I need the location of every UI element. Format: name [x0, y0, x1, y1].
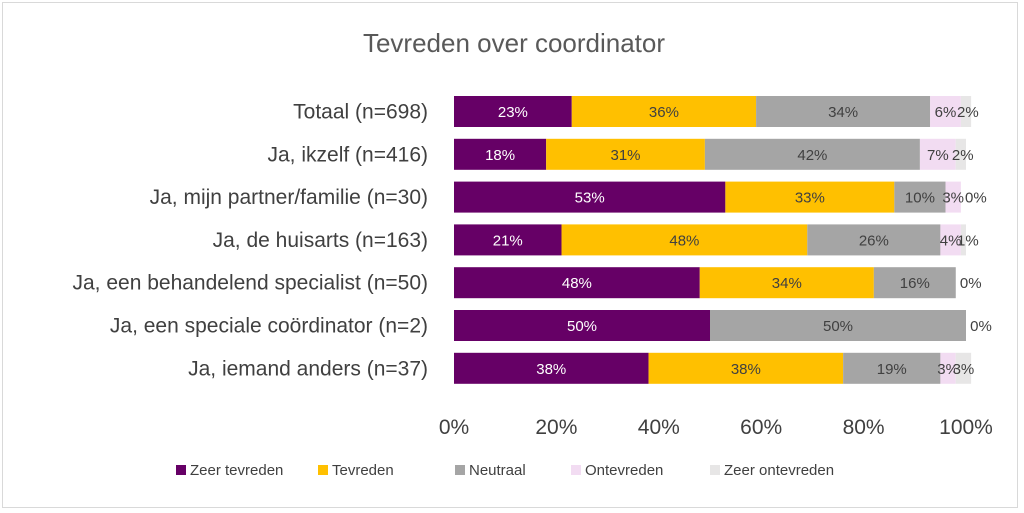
legend-label: Zeer tevreden — [190, 462, 283, 479]
legend-label: Neutraal — [469, 462, 526, 479]
data-label: 1% — [957, 232, 979, 249]
data-label: 50% — [567, 318, 597, 335]
data-label: 36% — [649, 104, 679, 121]
category-label: Ja, een speciale coördinator (n=2) — [110, 315, 428, 338]
chart-title: Tevreden over coordinator — [363, 28, 665, 58]
bar-segment — [945, 181, 961, 213]
data-label: 38% — [536, 361, 566, 378]
data-label: 0% — [965, 190, 987, 207]
data-label: 0% — [960, 275, 982, 292]
data-label: 19% — [877, 361, 907, 378]
category-label: Ja, iemand anders (n=37) — [188, 357, 428, 380]
bar-segment — [710, 310, 966, 341]
data-label: 4% — [940, 232, 962, 249]
bar-segment — [454, 224, 562, 256]
bar-segment — [955, 138, 966, 170]
category-label: Ja, een behandelend specialist (n=50) — [72, 272, 428, 295]
bar-area: 23% 36% 34% 6% 2%18% 31% 42% 7% 2%53% 33% 10% 3% 0%2… — [454, 96, 992, 384]
data-label: 21% — [493, 232, 523, 249]
legend-label: Ontevreden — [585, 462, 663, 479]
x-tick-label: 80% — [843, 416, 885, 439]
data-label: 26% — [859, 232, 889, 249]
legend-label: Tevreden — [332, 462, 394, 479]
category-labels: Totaal (n=698) Ja, ikzelf (n=416) Ja, mijn… — [72, 101, 428, 381]
data-label: 38% — [731, 361, 761, 378]
legend-swatch — [710, 465, 720, 475]
x-tick-label: 100% — [939, 416, 993, 439]
data-label: 42% — [797, 147, 827, 164]
bar-segment — [725, 181, 895, 213]
bar-segment — [807, 224, 941, 256]
data-label: 6% — [935, 104, 957, 121]
legend-item: Tevreden — [318, 462, 394, 479]
bar-segment — [894, 181, 946, 213]
data-label: 50% — [823, 318, 853, 335]
bar-segment — [454, 138, 547, 170]
data-label: 48% — [669, 232, 699, 249]
data-label: 2% — [952, 147, 974, 164]
legend-item: Zeer tevreden — [176, 462, 283, 479]
bar-segment — [843, 352, 941, 384]
legend-swatch — [455, 465, 465, 475]
legend-item: Zeer ontevreden — [710, 462, 834, 479]
data-label: 7% — [927, 147, 949, 164]
data-label: 2% — [957, 104, 979, 121]
legend-swatch — [176, 465, 186, 475]
bar-segment — [454, 267, 700, 299]
data-label: 3% — [942, 190, 964, 207]
bar-segment — [648, 352, 844, 384]
data-label: 0% — [970, 318, 992, 335]
data-label: 31% — [611, 147, 641, 164]
bar-segment — [960, 224, 966, 256]
bar-segment — [940, 352, 956, 384]
bar-segment — [571, 96, 757, 127]
legend-swatch — [318, 465, 328, 475]
data-label: 23% — [498, 104, 528, 121]
legend-label: Zeer ontevreden — [724, 462, 834, 479]
data-label: 53% — [575, 190, 605, 207]
x-tick-label: 20% — [535, 416, 577, 439]
x-tick-label: 0% — [439, 416, 469, 439]
data-label: 10% — [905, 190, 935, 207]
x-tick-label: 60% — [740, 416, 782, 439]
data-label: 3% — [937, 361, 959, 378]
bar-segment — [960, 96, 972, 127]
bar-segment — [919, 138, 956, 170]
legend-swatch — [571, 465, 581, 475]
bar-segment — [940, 224, 961, 256]
bar-segment — [561, 224, 808, 256]
legend: Zeer tevreden Tevreden Neutraal Ontevreden Z… — [176, 462, 834, 479]
x-axis-ticks: 0% 20% 40% 60% 80% 100% — [439, 416, 993, 439]
data-label: 18% — [485, 147, 515, 164]
data-label: 34% — [828, 104, 858, 121]
category-label: Ja, de huisarts (n=163) — [213, 229, 428, 252]
bar-segment — [454, 352, 649, 384]
category-label: Ja, mijn partner/familie (n=30) — [150, 186, 428, 209]
data-label: 34% — [772, 275, 802, 292]
x-tick-label: 40% — [638, 416, 680, 439]
bar-segment — [454, 310, 710, 341]
data-label: 3% — [953, 361, 975, 378]
legend-item: Ontevreden — [571, 462, 663, 479]
data-label: 33% — [795, 190, 825, 207]
category-label: Ja, ikzelf (n=416) — [268, 143, 429, 166]
bar-segment — [756, 96, 931, 127]
bar-segment — [930, 96, 961, 127]
bar-segment — [454, 181, 726, 213]
legend-item: Neutraal — [455, 462, 526, 479]
bar-segment — [699, 267, 874, 299]
bar-segment — [704, 138, 920, 170]
data-label: 48% — [562, 275, 592, 292]
data-label: 16% — [900, 275, 930, 292]
bar-segment — [546, 138, 705, 170]
bar-segment — [955, 352, 972, 384]
category-label: Totaal (n=698) — [293, 101, 428, 124]
bar-segment — [454, 96, 572, 127]
bar-segment — [873, 267, 956, 299]
